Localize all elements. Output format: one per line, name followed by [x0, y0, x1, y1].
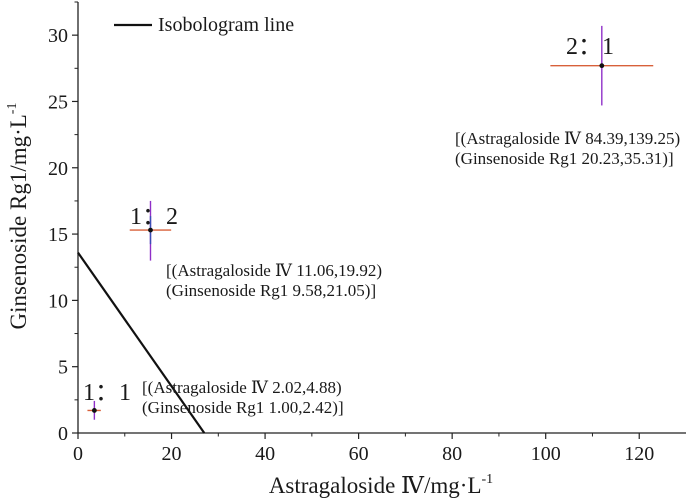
ratio-label: 1：2: [130, 204, 178, 230]
data-point-marker: [91, 408, 97, 413]
y-tick-label: 20: [48, 158, 68, 180]
y-tick-label: 5: [58, 357, 68, 379]
interval-note-line: [(Astragaloside Ⅳ 2.02,4.88): [142, 378, 342, 397]
x-tick-label: 120: [624, 443, 654, 465]
data-points: 1：1 [(Astragaloside Ⅳ 2.02,4.88)(Ginsenos…: [83, 25, 680, 420]
y-ticks: 0 5 10 15 20 25 30: [48, 1, 78, 445]
interval-note-line: (Ginsenoside Rg1 1.00,2.42)]: [142, 398, 344, 417]
y-tick-label: 0: [58, 423, 68, 445]
x-tick-label: 80: [442, 443, 462, 465]
x-ticks: 0 20 40 60 80 100 120: [73, 433, 654, 465]
x-tick-label: 60: [349, 443, 369, 465]
interval-note-line: (Ginsenoside Rg1 20.23,35.31)]: [455, 149, 674, 168]
y-axis-title: Ginsenoside Rg1/mg·L-1: [5, 103, 31, 330]
interval-note-line: [(Astragaloside Ⅳ 11.06,19.92): [166, 261, 382, 280]
isobologram-line: [77, 252, 206, 434]
legend-label: Isobologram line: [158, 14, 294, 36]
axes: [77, 2, 686, 434]
ratio-label: 2：1: [566, 34, 614, 60]
x-tick-label: 20: [162, 443, 182, 465]
data-point-group: 1：1 [(Astragaloside Ⅳ 2.02,4.88)(Ginsenos…: [83, 378, 344, 420]
x-tick-label: 40: [255, 443, 275, 465]
data-point-group: 1：2 [(Astragaloside Ⅳ 11.06,19.92)(Ginsen…: [129, 200, 382, 300]
x-axis-title: Astragaloside Ⅳ/mg·L-1: [269, 472, 493, 498]
y-tick-label: 25: [48, 91, 68, 113]
x-tick-label: 100: [531, 443, 561, 465]
y-tick-label: 30: [48, 25, 68, 47]
data-point-marker: [599, 63, 605, 69]
interval-note-line: (Ginsenoside Rg1 9.58,21.05)]: [166, 281, 376, 300]
ratio-label: 1：1: [83, 380, 131, 406]
y-tick-label: 10: [48, 290, 68, 312]
x-tick-label: 0: [73, 443, 83, 465]
data-point-group: 2：1 [(Astragaloside Ⅳ 84.39,139.25)(Ginse…: [455, 25, 680, 168]
data-point-marker: [148, 227, 153, 233]
interval-note-line: [(Astragaloside Ⅳ 84.39,139.25): [455, 129, 680, 148]
legend: Isobologram line: [114, 14, 294, 36]
y-tick-label: 15: [48, 224, 68, 246]
